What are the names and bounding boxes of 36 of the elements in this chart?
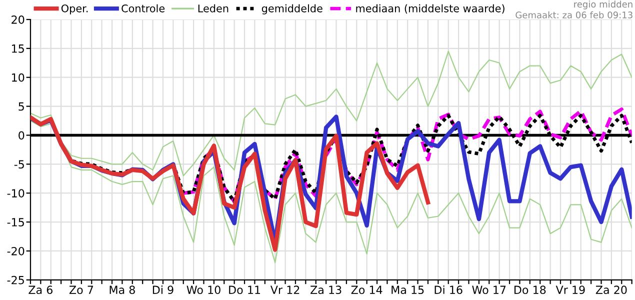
y-tick-label: 0 <box>18 131 24 140</box>
y-tick-label: -20 <box>7 246 24 256</box>
legend-label: Leden <box>198 4 228 12</box>
text: regio midden <box>574 0 632 10</box>
y-tick-label: -15 <box>7 218 24 226</box>
y-tick-label: 10 <box>12 73 24 82</box>
x-tick-label: Ma 15 <box>392 286 424 294</box>
x-tick-label: Do 11 <box>229 286 260 294</box>
x-tick-label: Za 13 <box>310 286 342 294</box>
x-tick-label: Do 18 <box>514 286 546 294</box>
x-tick-label: Vr 12 <box>270 286 300 294</box>
y-tick-label: -25 <box>7 276 24 284</box>
y-tick-label: -5 <box>14 160 24 169</box>
line-series <box>30 50 632 176</box>
x-tick-label: Za 20 <box>596 286 627 294</box>
x-tick-label: Wo 10 <box>186 286 220 294</box>
x-tick-label: Vr 19 <box>556 286 585 294</box>
x-tick-label: Di 16 <box>434 285 462 294</box>
line-series <box>182 107 632 204</box>
x-tick-label: Zo 14 <box>351 286 382 294</box>
text: Gemaakt: za 06 feb 09:13 <box>516 11 632 18</box>
y-tick-label: -10 <box>7 189 24 198</box>
y-tick-label: 20 <box>12 15 24 24</box>
x-tick-label: Wo 17 <box>472 286 506 294</box>
x-tick-label: Di 9 <box>152 285 174 294</box>
legend-label: mediaan (middelste waarde) <box>356 4 504 14</box>
legend-label: gemiddelde <box>262 4 322 14</box>
legend-label: Controle <box>122 4 165 12</box>
x-tick-label: Ma 8 <box>110 286 135 294</box>
x-tick-label: Za 6 <box>28 286 52 294</box>
legend-label: Oper. <box>61 4 88 14</box>
y-tick-label: 15 <box>12 44 24 53</box>
y-tick-label: 5 <box>18 102 24 111</box>
line-series <box>30 115 430 252</box>
line-series <box>30 120 632 264</box>
x-tick-label: Zo 7 <box>69 286 93 294</box>
